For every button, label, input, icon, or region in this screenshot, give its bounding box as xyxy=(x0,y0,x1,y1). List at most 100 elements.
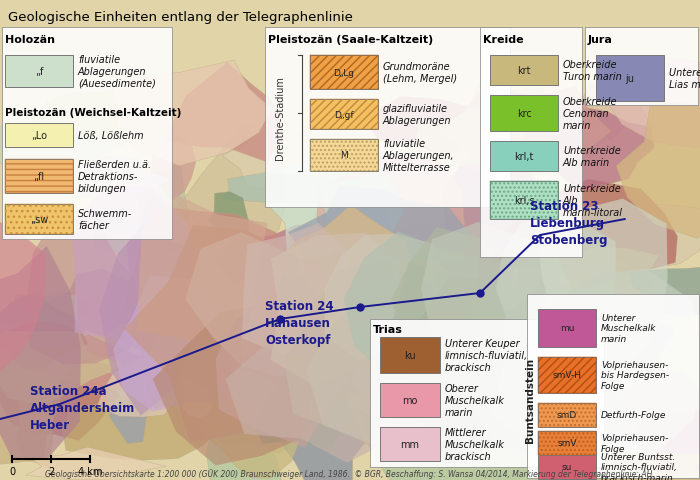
Polygon shape xyxy=(223,173,401,204)
Bar xyxy=(538,357,596,393)
Polygon shape xyxy=(462,84,611,175)
Polygon shape xyxy=(125,205,284,332)
Text: Detfurth-Folge: Detfurth-Folge xyxy=(601,411,666,420)
Polygon shape xyxy=(146,369,185,412)
Text: Geologische Übersichtskarte 1:200 000 (GÜK 200) Braunschweiger Land, 1986.  © BG: Geologische Übersichtskarte 1:200 000 (G… xyxy=(45,468,655,478)
Bar xyxy=(310,56,378,90)
Text: 0: 0 xyxy=(9,466,15,476)
Text: „f: „f xyxy=(35,67,43,77)
Text: Oberer
Muschelkalk
marin: Oberer Muschelkalk marin xyxy=(445,383,505,417)
Bar xyxy=(538,309,596,347)
Polygon shape xyxy=(421,223,571,371)
Bar xyxy=(5,124,73,148)
Polygon shape xyxy=(15,361,53,468)
Text: smV-H: smV-H xyxy=(552,371,582,380)
Polygon shape xyxy=(537,274,622,364)
Polygon shape xyxy=(461,156,541,198)
Text: Drenthe-Stadium: Drenthe-Stadium xyxy=(275,76,285,160)
Bar xyxy=(380,427,440,461)
Text: Buntsandstein: Buntsandstein xyxy=(525,357,535,442)
Polygon shape xyxy=(242,224,356,357)
Bar xyxy=(538,357,596,393)
Polygon shape xyxy=(325,234,436,361)
Bar xyxy=(5,56,73,88)
Text: Löß, Lößlehm: Löß, Lößlehm xyxy=(78,131,144,141)
Polygon shape xyxy=(538,315,675,441)
Polygon shape xyxy=(496,215,615,362)
Polygon shape xyxy=(368,97,523,157)
Text: Oberkreide
Cenoman
marin: Oberkreide Cenoman marin xyxy=(563,97,617,131)
Polygon shape xyxy=(318,168,404,262)
Polygon shape xyxy=(536,199,668,367)
Polygon shape xyxy=(0,246,80,459)
Polygon shape xyxy=(27,211,151,365)
Text: D„Lg: D„Lg xyxy=(333,68,354,77)
Bar xyxy=(480,28,582,257)
Polygon shape xyxy=(382,336,491,393)
Polygon shape xyxy=(167,302,242,387)
Text: „Lo: „Lo xyxy=(31,131,47,141)
Polygon shape xyxy=(0,332,127,406)
Polygon shape xyxy=(26,447,166,480)
Polygon shape xyxy=(206,355,307,454)
Text: smD: smD xyxy=(557,411,577,420)
Polygon shape xyxy=(553,269,700,460)
Text: Kreide: Kreide xyxy=(483,35,524,45)
Polygon shape xyxy=(0,355,118,441)
Bar xyxy=(310,56,378,90)
Bar xyxy=(380,337,440,373)
Bar xyxy=(490,96,558,132)
Text: krl,s: krl,s xyxy=(514,195,534,205)
Polygon shape xyxy=(31,293,86,380)
Polygon shape xyxy=(99,224,219,416)
Polygon shape xyxy=(18,335,158,389)
Text: Trias: Trias xyxy=(373,324,403,334)
Polygon shape xyxy=(514,248,637,338)
Polygon shape xyxy=(416,108,524,171)
Bar xyxy=(310,140,378,172)
Polygon shape xyxy=(225,307,399,463)
Bar xyxy=(585,28,698,106)
Text: Grundmoräne
(Lehm, Mergel): Grundmoräne (Lehm, Mergel) xyxy=(383,62,457,84)
Polygon shape xyxy=(631,360,682,437)
Bar xyxy=(538,431,596,455)
Bar xyxy=(538,403,596,427)
Polygon shape xyxy=(104,368,154,444)
Text: krt: krt xyxy=(517,66,531,76)
Text: fluviatile
Ablagerungen
(Auesedimente): fluviatile Ablagerungen (Auesedimente) xyxy=(78,55,156,89)
Polygon shape xyxy=(397,395,508,443)
Polygon shape xyxy=(317,153,467,267)
Polygon shape xyxy=(180,124,286,269)
Text: su: su xyxy=(562,463,572,471)
Polygon shape xyxy=(344,232,478,380)
Polygon shape xyxy=(616,103,700,239)
Polygon shape xyxy=(94,207,193,258)
Text: krc: krc xyxy=(517,109,531,119)
Polygon shape xyxy=(439,82,564,181)
Polygon shape xyxy=(557,108,654,192)
Text: mm: mm xyxy=(400,439,419,449)
Text: krl,t: krl,t xyxy=(514,152,533,162)
Polygon shape xyxy=(150,134,195,202)
Bar xyxy=(310,100,378,130)
Bar xyxy=(490,56,558,86)
Polygon shape xyxy=(0,347,63,464)
Polygon shape xyxy=(0,220,46,375)
Polygon shape xyxy=(97,353,185,417)
Polygon shape xyxy=(279,394,366,480)
Polygon shape xyxy=(126,196,175,351)
Text: Fließerden u.ä.
Detraktions-
bildungen: Fließerden u.ä. Detraktions- bildungen xyxy=(78,160,151,193)
Polygon shape xyxy=(28,90,173,139)
Polygon shape xyxy=(340,408,400,445)
Bar xyxy=(370,319,604,467)
Polygon shape xyxy=(125,226,302,443)
Bar xyxy=(5,160,73,193)
Bar xyxy=(2,28,172,240)
Polygon shape xyxy=(491,180,678,289)
Polygon shape xyxy=(284,261,447,453)
Polygon shape xyxy=(613,366,700,461)
Text: Unterer
Muschelkalk
marin: Unterer Muschelkalk marin xyxy=(601,313,657,344)
Polygon shape xyxy=(255,259,426,319)
Polygon shape xyxy=(62,392,220,460)
Bar xyxy=(490,181,558,219)
